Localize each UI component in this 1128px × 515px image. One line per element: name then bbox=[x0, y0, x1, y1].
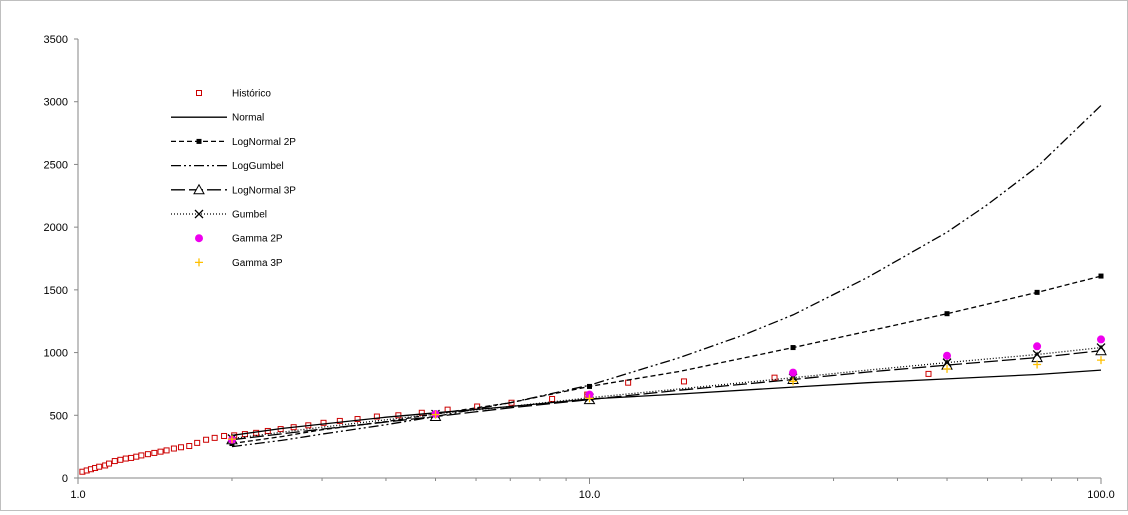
data-point bbox=[336, 417, 343, 424]
axes: 0 500 1000 1500 2000 2500 3000 3500 1.0 10.0 100.0 bbox=[44, 34, 1115, 501]
y-tick-label: 0 bbox=[62, 473, 68, 485]
data-point bbox=[373, 413, 380, 420]
series-line bbox=[231, 346, 1102, 440]
data-point bbox=[1034, 289, 1040, 295]
plot-area bbox=[79, 105, 1107, 475]
data-point bbox=[625, 379, 632, 386]
series-line bbox=[231, 350, 1102, 441]
data-point bbox=[354, 416, 361, 423]
data-point bbox=[178, 444, 185, 451]
x-tick-label: 100.0 bbox=[1087, 489, 1115, 501]
legend-entry: Normal bbox=[171, 113, 264, 124]
data-point bbox=[943, 364, 952, 373]
data-point bbox=[111, 458, 118, 465]
y-tick-label: 2000 bbox=[44, 222, 68, 234]
legend: Histórico Normal LogNormal 2P LogGumbel LogN… bbox=[171, 89, 296, 269]
series-line bbox=[231, 275, 1102, 445]
legend-label: LogGumbel bbox=[232, 161, 284, 172]
data-point bbox=[1032, 349, 1042, 359]
data-point bbox=[789, 377, 798, 386]
data-point bbox=[1096, 343, 1106, 353]
legend-label: Gamma 3P bbox=[232, 258, 283, 269]
data-point bbox=[395, 412, 402, 419]
legend-entry: Gamma 2P bbox=[195, 234, 283, 245]
y-tick-label: 1500 bbox=[44, 285, 68, 297]
legend-swatch-marker bbox=[196, 138, 202, 144]
data-point bbox=[157, 448, 164, 455]
data-point bbox=[227, 435, 236, 444]
data-point bbox=[211, 434, 218, 441]
series-gumbel bbox=[227, 343, 1106, 443]
legend-entry: LogNormal 2P bbox=[171, 137, 296, 148]
data-point bbox=[221, 432, 228, 439]
data-point bbox=[1097, 356, 1105, 365]
legend-label: Gamma 2P bbox=[232, 234, 283, 245]
legend-swatch-marker bbox=[194, 209, 204, 219]
series-line bbox=[231, 369, 1102, 437]
legend-swatch-marker bbox=[196, 90, 202, 96]
legend-entry: Gamma 3P bbox=[195, 258, 283, 269]
data-point bbox=[944, 311, 950, 317]
legend-entry: LogNormal 3P bbox=[171, 183, 296, 196]
legend-entry: LogGumbel bbox=[171, 161, 284, 172]
legend-entry: Histórico bbox=[196, 89, 271, 100]
data-point bbox=[585, 394, 594, 403]
data-point bbox=[151, 449, 158, 456]
legend-label: Histórico bbox=[232, 89, 271, 100]
data-point bbox=[163, 447, 170, 454]
legend-swatch-marker bbox=[195, 234, 203, 243]
legend-entry: Gumbel bbox=[171, 210, 267, 221]
series-loggumbel bbox=[231, 105, 1102, 448]
data-point bbox=[122, 455, 129, 462]
data-point bbox=[431, 410, 440, 419]
y-tick-label: 2500 bbox=[44, 159, 68, 171]
data-point bbox=[106, 460, 113, 467]
data-point bbox=[1033, 342, 1042, 351]
y-tick-label: 3000 bbox=[44, 97, 68, 109]
y-tick-label: 1000 bbox=[44, 348, 68, 360]
legend-swatch-marker bbox=[193, 183, 205, 195]
data-point bbox=[790, 345, 796, 351]
data-point bbox=[1097, 335, 1105, 344]
data-point bbox=[1033, 360, 1042, 369]
series-gamma-3p bbox=[227, 356, 1105, 444]
data-point bbox=[170, 445, 177, 452]
y-tick-label: 3500 bbox=[44, 34, 68, 46]
data-point bbox=[186, 443, 193, 450]
y-tick-label: 500 bbox=[50, 410, 68, 422]
data-point bbox=[96, 463, 103, 470]
data-point bbox=[789, 368, 798, 377]
data-point bbox=[320, 419, 327, 426]
data-point bbox=[925, 370, 932, 377]
data-point bbox=[138, 452, 145, 459]
data-point bbox=[943, 351, 952, 360]
legend-label: LogNormal 2P bbox=[232, 137, 296, 148]
data-point bbox=[1098, 273, 1104, 279]
data-point bbox=[587, 383, 592, 389]
data-point bbox=[128, 454, 135, 461]
data-point bbox=[144, 451, 151, 458]
data-point bbox=[133, 453, 140, 460]
series-line bbox=[231, 105, 1102, 448]
legend-label: LogNormal 3P bbox=[232, 185, 296, 196]
data-point bbox=[117, 456, 124, 463]
legend-label: Normal bbox=[232, 113, 264, 124]
legend-swatch-marker bbox=[195, 258, 203, 267]
data-point bbox=[680, 378, 687, 385]
legend-label: Gumbel bbox=[232, 210, 267, 221]
data-point bbox=[942, 358, 952, 368]
data-point bbox=[203, 436, 210, 443]
data-point bbox=[549, 395, 556, 402]
x-tick-label: 1.0 bbox=[70, 489, 85, 501]
series-gamma-2p bbox=[227, 335, 1105, 444]
series-normal bbox=[231, 369, 1102, 437]
x-tick-label: 10.0 bbox=[579, 489, 600, 501]
data-point bbox=[418, 409, 425, 416]
data-point bbox=[194, 439, 201, 446]
data-point bbox=[771, 374, 778, 381]
